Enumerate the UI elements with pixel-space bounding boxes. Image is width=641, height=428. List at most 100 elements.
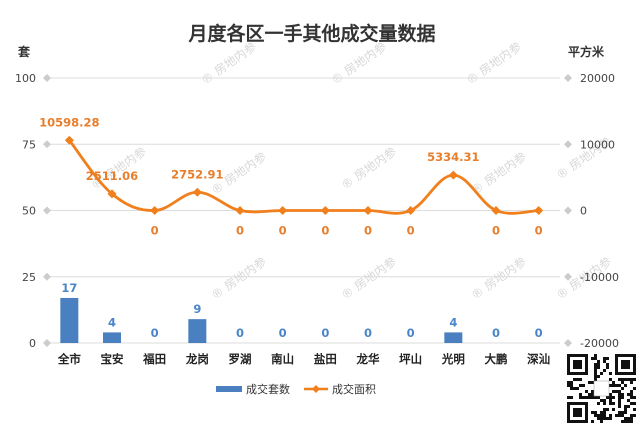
qr-module	[594, 378, 597, 381]
qr-module	[615, 414, 618, 417]
qr-module	[609, 372, 612, 375]
category-label: 盐田	[314, 352, 337, 366]
line-marker-光明	[448, 170, 458, 180]
line-data-label: 2511.06	[86, 169, 138, 183]
qr-module	[618, 405, 621, 408]
qr-module	[579, 378, 582, 381]
qr-module	[594, 363, 597, 366]
qr-module	[594, 357, 597, 360]
category-label: 坪山	[399, 352, 422, 366]
qr-module	[624, 420, 627, 423]
y-left-unit: 套	[17, 44, 31, 59]
qr-module	[624, 417, 627, 420]
line-data-label: 0	[407, 224, 415, 238]
y-left-tick-mark	[43, 206, 51, 215]
y-left-tick-mark	[43, 339, 51, 347]
watermark-text: ® 房地内参	[198, 39, 259, 88]
qr-module	[612, 402, 615, 405]
qr-module	[594, 372, 597, 375]
watermark-text: ® 房地内参	[328, 39, 389, 88]
y-left-tick-mark	[43, 74, 51, 82]
qr-module	[597, 360, 600, 363]
watermark-text: ® 房地内参	[208, 254, 269, 303]
qr-module	[630, 414, 633, 417]
y-left-tick-label: 25	[22, 271, 36, 284]
qr-module	[606, 357, 609, 360]
qr-module	[588, 381, 591, 384]
line-data-label: 5334.31	[427, 150, 479, 164]
qr-module	[603, 408, 606, 411]
line-data-label: 0	[321, 224, 329, 238]
y-right-tick-label: -10000	[580, 271, 619, 284]
bar-data-label: 0	[321, 326, 329, 340]
legend-line-label: 成交面积	[332, 382, 376, 396]
qr-module	[627, 405, 630, 408]
qr-module	[594, 366, 597, 369]
qr-module	[630, 396, 633, 399]
watermark-text: ® 房地内参	[338, 144, 399, 193]
qr-module	[567, 396, 570, 399]
qr-center-logo	[593, 380, 610, 397]
legend-bar-label: 成交套数	[246, 382, 290, 396]
qr-module	[567, 384, 570, 387]
qr-module	[570, 381, 573, 384]
y-right-tick-label: 20000	[580, 72, 615, 85]
qr-module	[600, 420, 603, 423]
qr-module	[600, 414, 603, 417]
qr-module	[603, 369, 606, 372]
qr-module	[621, 378, 624, 381]
qr-module	[600, 399, 603, 402]
bar-series	[60, 297, 463, 343]
qr-module	[609, 393, 612, 396]
qr-module	[621, 420, 624, 423]
qr-module	[609, 417, 612, 420]
qr-module	[570, 396, 573, 399]
category-label: 大鹏	[485, 352, 508, 366]
qr-module	[597, 414, 600, 417]
line-marker-宝安	[107, 189, 117, 199]
line-data-label: 0	[492, 224, 500, 238]
qr-module	[612, 381, 615, 384]
qr-module	[606, 366, 609, 369]
qr-module	[624, 411, 627, 414]
line-marker-福田	[150, 206, 160, 215]
line-data-labels: 10598.28 2511.06 0 2752.91 0 0 0 0 0 5334.31 0 0	[39, 115, 543, 237]
qr-module	[603, 399, 606, 402]
qr-module	[597, 375, 600, 378]
bar-龙岗	[188, 319, 207, 343]
qr-module	[621, 393, 624, 396]
qr-module	[591, 420, 594, 423]
qr-module	[633, 402, 636, 405]
watermark-text: ® 房地内参	[468, 254, 529, 303]
qr-module	[627, 393, 630, 396]
y-left-tick-label: 0	[29, 337, 36, 350]
qr-module	[630, 402, 633, 405]
qr-module	[630, 378, 633, 381]
legend: 成交套数 成交面积	[216, 382, 376, 396]
y-left-axis: 0 25 50 75 100	[15, 72, 51, 350]
y-right-axis: -20000 -10000 0 10000 20000	[564, 72, 619, 350]
line-data-label: 2752.91	[171, 167, 223, 181]
bar-data-labels: 17 4 0 9 0 0 0 0 0 4 0 0	[61, 281, 542, 340]
qr-module	[621, 381, 624, 384]
qr-module	[609, 402, 612, 405]
qr-module	[618, 411, 621, 414]
qr-module	[603, 402, 606, 405]
qr-module	[600, 372, 603, 375]
qr-module	[576, 387, 579, 390]
line-marker-罗湖	[235, 206, 245, 215]
qr-module	[594, 354, 597, 357]
qr-module	[567, 381, 570, 384]
qr-module	[621, 396, 624, 399]
qr-module	[585, 390, 588, 393]
qr-module	[609, 378, 612, 381]
qr-module	[621, 411, 624, 414]
qr-module	[624, 384, 627, 387]
qr-module	[633, 378, 636, 381]
qr-module	[612, 390, 615, 393]
qr-module	[606, 417, 609, 420]
qr-module	[594, 411, 597, 414]
bar-光明	[444, 332, 463, 343]
bar-data-label: 4	[449, 315, 457, 329]
qr-finder-core	[573, 360, 582, 369]
